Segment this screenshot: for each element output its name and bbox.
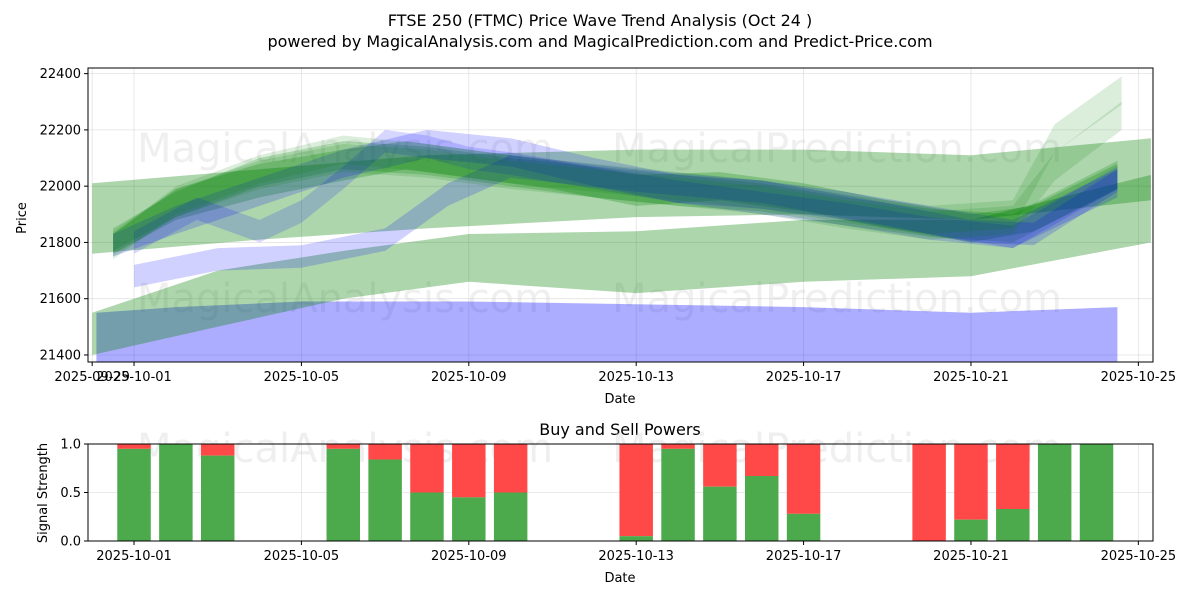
y-tick-label: 22400 [40,67,81,82]
x-tick-label: 2025-10-17 [766,549,842,564]
x-tick-label: 2025-10-21 [933,549,1009,564]
x-tick-label: 2025-10-09 [431,370,507,385]
buy-power-bar [703,486,737,541]
x-tick-label: 2025-10-09 [431,549,507,564]
buy-power-bar [200,455,235,541]
watermark-text: MagicalPrediction.com [612,276,1062,322]
y-tick-label: 21800 [40,236,81,251]
buy-power-bar [1037,444,1072,541]
watermark-text: MagicalAnalysis.com [137,276,553,322]
buy-power-bar [493,492,528,541]
sell-power-bar [452,444,486,498]
power-chart-panel: MagicalAnalysis.comMagicalPrediction.com… [60,426,1176,564]
trend-band-6 [134,155,1118,288]
sell-power-bar [368,444,402,460]
y-tick-label: 1.0 [60,438,81,453]
buy-power-bar [786,513,821,541]
sell-power-bar [410,444,444,493]
trend-band-0 [96,301,1118,362]
power-chart-title: Buy and Sell Powers [539,420,701,439]
x-tick-label: 2025-10-25 [1101,549,1177,564]
trend-band-5 [113,129,1118,257]
y-tick-label: 0.5 [60,486,81,501]
trend-band-7 [134,129,1118,254]
trend-band-9 [113,101,1122,257]
chart-title-line1: FTSE 250 (FTMC) Price Wave Trend Analysi… [388,11,813,30]
power-y-axis-label: Signal Strength [36,443,51,543]
buy-power-bar [661,448,695,541]
price-chart-panel: MagicalAnalysis.com MagicalPrediction.com… [40,67,1176,385]
y-tick-label: 21400 [40,348,81,363]
trend-band-3 [113,141,1118,254]
sell-power-bar [954,444,988,520]
y-tick-label: 21600 [40,292,81,307]
buy-power-bar [619,536,653,541]
sell-power-bar [703,444,737,487]
buy-power-bar [1079,444,1114,541]
x-tick-label: 2025-10-25 [1101,370,1177,385]
watermark-text: MagicalAnalysis.com [137,126,553,172]
trend-band-2 [92,138,1151,254]
buy-power-bar [954,519,988,541]
sell-power-bar [619,444,653,537]
buy-power-bar [452,497,486,541]
y-tick-label: 0.0 [60,535,81,550]
buy-power-bar [368,459,402,541]
sell-power-bar [117,444,151,449]
price-plot-frame [87,67,1154,363]
sell-power-bar [912,444,946,541]
x-tick-label: 2025-10-05 [264,370,340,385]
y-tick-label: 22200 [40,123,81,138]
sell-power-bar [744,444,779,477]
trend-band-8 [113,76,1122,260]
x-tick-label: 2025-10-05 [264,549,340,564]
sell-power-bar [996,444,1030,509]
chart-title-line2: powered by MagicalAnalysis.com and Magic… [267,32,932,51]
buy-power-bar [159,444,193,541]
x-tick-label: 2025-10-13 [598,549,674,564]
sell-power-bar [200,444,235,456]
x-tick-label: 2025-10-01 [96,370,172,385]
x-tick-label: 2025-09-29 [54,370,130,385]
trend-band-4 [113,141,1118,251]
power-x-axis-label: Date [604,571,635,586]
trend-band-1 [92,174,1151,355]
sell-power-bar [493,444,528,493]
watermark-text: MagicalPrediction.com [612,126,1062,172]
x-tick-label: 2025-10-01 [96,549,172,564]
sell-power-bar [661,444,695,449]
sell-power-bar [786,444,821,514]
y-tick-label: 22000 [40,180,81,195]
x-tick-label: 2025-10-17 [766,370,842,385]
sell-power-bar [326,444,361,449]
buy-power-bar [326,448,361,541]
x-tick-label: 2025-10-21 [933,370,1009,385]
buy-power-bar [996,508,1030,541]
price-x-axis-label: Date [604,392,635,407]
buy-power-bar [410,492,444,541]
buy-power-bar [744,476,779,541]
x-tick-label: 2025-10-13 [598,370,674,385]
buy-power-bar [117,448,151,541]
price-y-axis-label: Price [15,202,30,234]
